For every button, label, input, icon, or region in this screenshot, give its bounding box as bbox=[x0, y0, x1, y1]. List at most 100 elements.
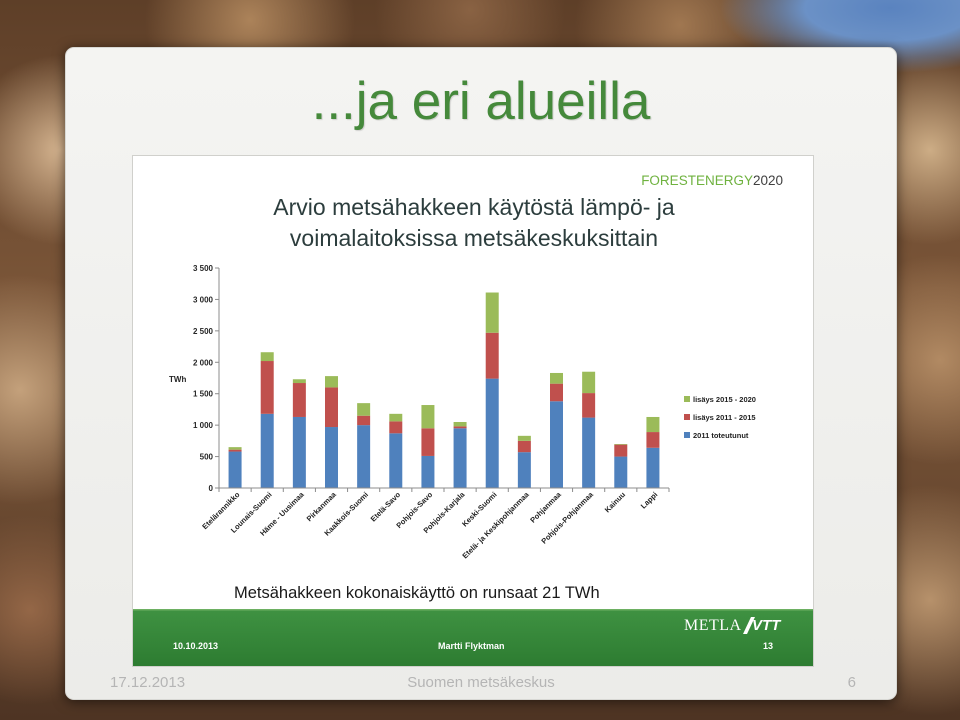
y-tick-label: 0 bbox=[209, 484, 214, 493]
bar-segment-series-2 bbox=[292, 379, 306, 384]
x-tick-label: Etelä-Savo bbox=[369, 490, 403, 524]
embedded-footer-author: Martti Flyktman bbox=[438, 641, 505, 651]
legend-swatch bbox=[684, 396, 690, 402]
bar-segment-series-2 bbox=[357, 403, 371, 416]
slide-footer-page-number: 6 bbox=[847, 674, 856, 691]
bar-segment-series-1 bbox=[228, 449, 242, 452]
bar-segment-series-0 bbox=[389, 433, 403, 488]
logo-text-2020: 2020 bbox=[753, 173, 783, 188]
bar-segment-series-1 bbox=[260, 361, 274, 414]
bar-segment-series-0 bbox=[292, 416, 306, 488]
x-tick-label: Kainuu bbox=[603, 490, 628, 515]
bar-stack bbox=[357, 403, 371, 488]
bar-segment-series-2 bbox=[646, 416, 660, 433]
bar-stack bbox=[389, 413, 403, 488]
legend: lisäys 2015 - 2020 lisäys 2011 - 2015 2011… bbox=[684, 395, 756, 440]
bar-segment-series-1 bbox=[292, 383, 306, 417]
forestenergy-logo: FORESTENERGY2020 bbox=[641, 173, 783, 188]
x-tick-label: Pirkanmaa bbox=[305, 489, 339, 523]
bar-segment-series-2 bbox=[325, 376, 338, 388]
bar-segment-series-0 bbox=[421, 455, 435, 488]
legend-label: lisäys 2011 - 2015 bbox=[693, 413, 756, 422]
bar-stack bbox=[260, 352, 274, 488]
bar-segment-series-0 bbox=[485, 378, 499, 488]
bar-segment-series-1 bbox=[421, 428, 435, 456]
chart-title-line-2: voimalaitoksissa metsäkeskuksittain bbox=[290, 225, 658, 251]
axis-ticks: 0 500 1 000 1 500 2 000 2 500 3 000 3 500 bbox=[193, 264, 670, 493]
embedded-footer-date: 10.10.2013 bbox=[173, 641, 218, 651]
bar-segment-series-2 bbox=[582, 371, 596, 394]
bar-stack bbox=[582, 371, 596, 488]
vtt-logo: VTT bbox=[752, 617, 782, 634]
x-tick-label: Lappi bbox=[639, 490, 660, 511]
bar-segment-series-0 bbox=[325, 427, 338, 488]
footer-band bbox=[133, 609, 813, 666]
bar-segment-series-2 bbox=[517, 435, 531, 441]
slide-footer-organization: Suomen metsäkeskus bbox=[407, 674, 555, 691]
bar-segment-series-2 bbox=[485, 292, 499, 333]
bar-segment-series-1 bbox=[485, 332, 499, 379]
y-tick-label: 3 000 bbox=[193, 295, 214, 304]
bar-segment-series-0 bbox=[453, 428, 467, 488]
y-tick-label: 1 500 bbox=[193, 390, 214, 399]
slide-title: ...ja eri alueilla bbox=[311, 72, 651, 131]
y-tick-label: 2 000 bbox=[193, 358, 214, 367]
bar-segment-series-0 bbox=[614, 456, 628, 488]
y-tick-label: 1 000 bbox=[193, 421, 214, 430]
bar-stack bbox=[614, 444, 628, 488]
bar-stack bbox=[550, 372, 563, 488]
bar-series bbox=[228, 292, 660, 488]
bar-segment-series-1 bbox=[389, 421, 403, 434]
legend-swatch bbox=[684, 432, 690, 438]
bar-stack bbox=[228, 447, 242, 488]
bar-segment-series-2 bbox=[614, 444, 628, 445]
bar-segment-series-1 bbox=[550, 383, 563, 402]
logo-text-forestenergy: FORESTENERGY bbox=[641, 173, 753, 188]
slide-card: ...ja eri alueilla FORESTENERGY2020 Arvi… bbox=[65, 47, 897, 700]
bar-segment-series-2 bbox=[228, 447, 242, 450]
y-tick-label: 3 500 bbox=[193, 264, 214, 273]
bar-stack bbox=[646, 416, 660, 488]
bar-segment-series-2 bbox=[453, 422, 467, 427]
bar-segment-series-0 bbox=[260, 413, 274, 488]
summary-text: Metsähakkeen kokonaiskäyttö on runsaat 2… bbox=[234, 584, 600, 602]
bar-segment-series-0 bbox=[517, 452, 531, 488]
vtt-logo-slash bbox=[743, 617, 755, 634]
embedded-footer-page-number: 13 bbox=[763, 641, 773, 651]
bar-stack bbox=[421, 405, 435, 488]
bar-stack bbox=[325, 376, 338, 488]
bar-stack bbox=[453, 422, 467, 488]
bar-segment-series-0 bbox=[646, 447, 660, 488]
footer-band-edge bbox=[133, 609, 813, 611]
chart-title-line-1: Arvio metsähakkeen käytöstä lämpö- ja bbox=[273, 194, 675, 220]
bar-segment-series-2 bbox=[389, 413, 403, 422]
bar-segment-series-0 bbox=[228, 451, 242, 488]
bar-stack bbox=[292, 379, 306, 488]
bar-segment-series-0 bbox=[357, 425, 371, 488]
bar-segment-series-0 bbox=[550, 401, 563, 488]
y-tick-label: 2 500 bbox=[193, 327, 214, 336]
legend-swatch bbox=[684, 414, 690, 420]
bar-segment-series-1 bbox=[453, 426, 467, 429]
bar-segment-series-1 bbox=[614, 444, 628, 457]
x-tick-label: Etelä- ja Keskipohjanmaa bbox=[460, 489, 531, 560]
bar-segment-series-1 bbox=[357, 415, 371, 426]
bar-segment-series-1 bbox=[646, 432, 660, 448]
bar-segment-series-2 bbox=[550, 372, 563, 384]
y-tick-label: 500 bbox=[200, 453, 214, 462]
legend-label: lisäys 2015 - 2020 bbox=[693, 395, 756, 404]
slide-footer-date: 17.12.2013 bbox=[110, 674, 186, 691]
embedded-chart-slide: FORESTENERGY2020 Arvio metsähakkeen käyt… bbox=[133, 156, 813, 666]
bar-segment-series-0 bbox=[582, 417, 596, 488]
bar-segment-series-1 bbox=[325, 387, 338, 428]
legend-label: 2011 toteutunut bbox=[693, 431, 749, 440]
bar-stack bbox=[485, 292, 499, 488]
bar-segment-series-1 bbox=[582, 393, 596, 418]
metla-logo: METLA bbox=[684, 617, 742, 634]
bar-segment-series-2 bbox=[421, 405, 435, 429]
bar-segment-series-2 bbox=[260, 352, 274, 362]
chart: FORESTENERGY2020 Arvio metsähakkeen käyt… bbox=[133, 173, 813, 666]
bar-stack bbox=[517, 435, 531, 488]
bar-segment-series-1 bbox=[517, 440, 531, 453]
